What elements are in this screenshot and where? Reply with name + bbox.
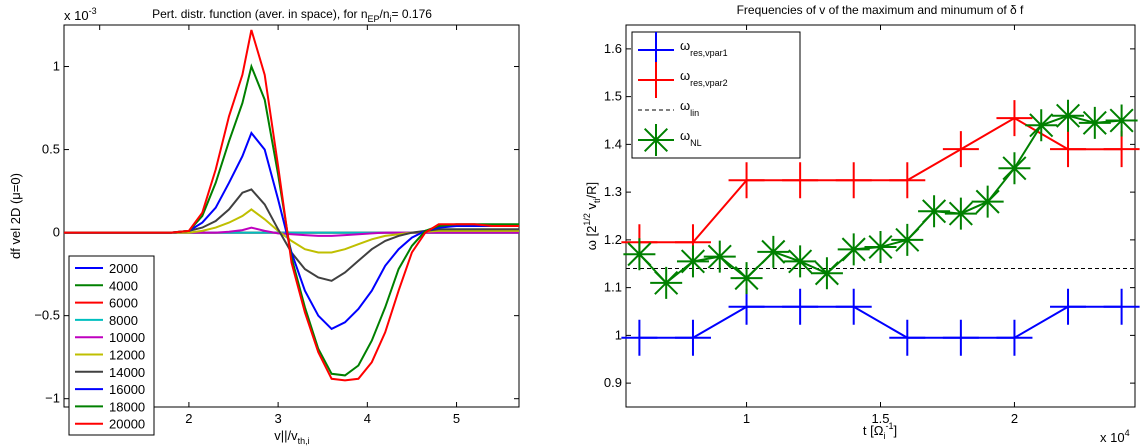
right-legend-label: ωres,vpar2 xyxy=(680,68,728,88)
right-y-tick-label: 1.4 xyxy=(604,136,622,151)
plus-marker xyxy=(728,288,765,325)
plus-marker xyxy=(621,319,658,356)
right-y-tick-label: 1.2 xyxy=(604,232,622,247)
left-plot-area xyxy=(63,24,520,408)
left-legend-label: 12000 xyxy=(109,348,145,363)
left-x-axis-label: v||/vth,i xyxy=(274,428,309,446)
plus-marker xyxy=(996,100,1033,137)
right-y-tick-label: 1.3 xyxy=(604,184,622,199)
left-series-lines xyxy=(64,29,519,382)
left-axis-ticks: 12345−1−0.500.51 xyxy=(34,25,519,426)
left-y-tick-label: 0.5 xyxy=(42,142,60,157)
right-y-tick-label: 1.1 xyxy=(604,280,622,295)
right-y-tick-label: 0.9 xyxy=(604,375,622,390)
right-chart: Frequencies of v of the maximum and minu… xyxy=(582,3,1140,445)
asterisk-marker xyxy=(676,245,709,278)
plus-marker xyxy=(782,162,819,199)
asterisk-marker xyxy=(703,240,736,273)
asterisk-marker xyxy=(864,231,897,264)
right-series-NL xyxy=(623,99,1138,299)
plus-marker xyxy=(942,319,979,356)
left-legend-label: 14000 xyxy=(109,365,145,380)
plus-marker xyxy=(1050,131,1087,168)
right-x-tick-label: 1 xyxy=(743,411,750,426)
right-y-axis-label: ω [21/2 vti/R] xyxy=(582,182,602,250)
right-legend-label: ωres,vpar1 xyxy=(680,38,728,58)
asterisk-marker xyxy=(837,233,870,266)
right-legend-label: ωNL xyxy=(680,128,702,148)
left-legend-label: 8000 xyxy=(109,313,138,328)
left-series-line-12000 xyxy=(64,208,519,254)
left-legend-label: 2000 xyxy=(109,261,138,276)
left-legend-label: 18000 xyxy=(109,399,145,414)
left-series-line-20000 xyxy=(64,29,519,382)
plus-marker xyxy=(728,162,765,199)
left-x-tick-label: 5 xyxy=(453,411,460,426)
right-y-tick-label: 1.6 xyxy=(604,41,622,56)
plus-marker xyxy=(1050,288,1087,325)
left-chart-title: Pert. distr. function (aver. in space), … xyxy=(152,7,432,24)
asterisk-marker xyxy=(640,124,672,156)
left-y-tick-label: −1 xyxy=(45,391,60,406)
right-series-res,vpar1 xyxy=(621,288,1140,356)
left-legend-label: 4000 xyxy=(109,278,138,293)
left-legend-label: 10000 xyxy=(109,330,145,345)
plus-marker xyxy=(996,319,1033,356)
right-axis-ticks: 1 1.5 2 0.9 1 1.1 1.2 1.3 1.4 1.5 1.6 xyxy=(604,25,1135,426)
plus-marker xyxy=(835,288,872,325)
right-y-tick-label: 1.5 xyxy=(604,89,622,104)
asterisk-marker xyxy=(730,262,763,295)
right-x-tick-label: 1.5 xyxy=(871,411,889,426)
left-x-tick-label: 4 xyxy=(364,411,371,426)
left-legend-label: 20000 xyxy=(109,417,145,432)
asterisk-marker xyxy=(1052,99,1085,132)
plus-marker xyxy=(889,162,926,199)
left-y-tick-label: −0.5 xyxy=(34,308,60,323)
left-y-axis-label: df vel 2D (μ=0) xyxy=(8,173,23,259)
asterisk-marker xyxy=(1025,109,1058,142)
asterisk-marker xyxy=(650,266,683,299)
left-legend: 2000 4000 6000 8000 10000 12000 14000 16000 1800… xyxy=(68,255,155,436)
right-x-multiplier: x 104 xyxy=(1100,428,1130,445)
plus-marker xyxy=(835,162,872,199)
asterisk-marker xyxy=(1078,106,1111,139)
asterisk-marker xyxy=(998,152,1031,185)
right-legend: ωres,vpar1 ωres,vpar2 ωlin ωNL xyxy=(631,31,801,159)
plus-marker xyxy=(782,288,819,325)
asterisk-marker xyxy=(1105,104,1138,137)
asterisk-marker xyxy=(891,223,924,256)
asterisk-marker xyxy=(971,185,1004,218)
left-x-tick-label: 2 xyxy=(185,411,192,426)
left-y-tick-label: 1 xyxy=(53,59,60,74)
plus-marker xyxy=(674,319,711,356)
right-series-lines xyxy=(621,99,1140,356)
plus-marker xyxy=(1103,131,1140,168)
left-chart: Pert. distr. function (aver. in space), … xyxy=(8,6,520,446)
right-y-tick-label: 1 xyxy=(615,327,622,342)
asterisk-marker xyxy=(944,197,977,230)
left-y-tick-label: 0 xyxy=(53,225,60,240)
plus-marker xyxy=(889,319,926,356)
plus-marker xyxy=(1103,288,1140,325)
plus-marker xyxy=(638,62,674,98)
right-x-axis-label: t [Ωi-1] xyxy=(863,421,897,441)
right-series-line xyxy=(639,305,1122,339)
left-x-tick-label: 3 xyxy=(275,411,282,426)
left-legend-label: 16000 xyxy=(109,382,145,397)
asterisk-marker xyxy=(757,235,790,268)
plus-marker xyxy=(942,131,979,168)
asterisk-marker xyxy=(810,257,843,290)
left-y-multiplier: x 10-3 xyxy=(64,6,97,23)
asterisk-marker xyxy=(623,238,656,271)
right-legend-label: ωlin xyxy=(680,98,699,118)
asterisk-marker xyxy=(918,195,951,228)
left-legend-label: 6000 xyxy=(109,296,138,311)
asterisk-marker xyxy=(784,245,817,278)
right-chart-title: Frequencies of v of the maximum and minu… xyxy=(737,3,1024,17)
right-x-tick-label: 2 xyxy=(1011,411,1018,426)
